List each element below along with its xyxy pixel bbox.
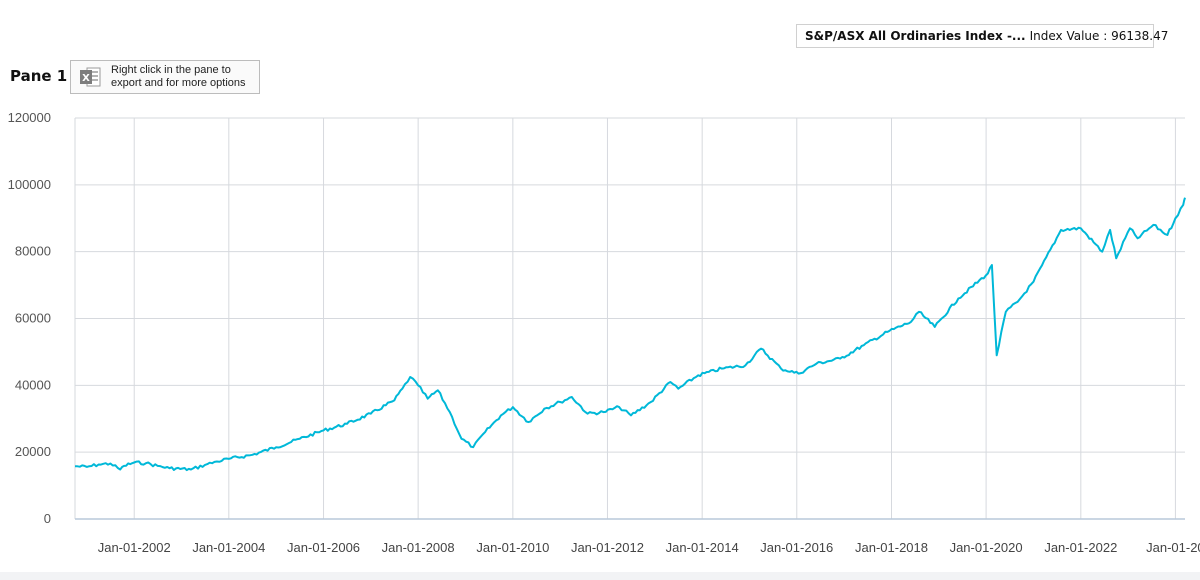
legend-series-name: S&P/ASX All Ordinaries Index -... [805,29,1026,43]
y-tick-label: 40000 [15,377,51,392]
export-hint-text: Right click in the pane to export and fo… [111,64,246,90]
export-hint-button[interactable]: X Right click in the pane to export and … [70,60,260,94]
export-hint-line-2: export and for more options [111,77,246,89]
x-tick-label: Jan-01-2016 [760,540,833,555]
footer-bar [0,572,1200,580]
x-tick-label: Jan-01-2008 [382,540,455,555]
y-tick-label: 80000 [15,244,51,259]
axis-layer: 0 20000 40000 60000 80000 100000 120000 Jan-01-… [8,110,1200,555]
x-tick-label: Jan-01-2002 [98,540,171,555]
grid-layer [75,117,1185,520]
y-tick-label: 120000 [8,110,51,125]
pane-title: Pane 1 [10,67,68,85]
series-line-all-ordinaries[interactable] [74,197,1186,472]
x-tick-label: Jan-01-20 [1146,540,1200,555]
x-tick-label: Jan-01-2022 [1044,540,1117,555]
series-layer [74,197,1186,472]
legend-index-value: Index Value : 96138.47 [1029,29,1169,43]
x-tick-label: Jan-01-2018 [855,540,928,555]
x-tick-label: Jan-01-2020 [950,540,1023,555]
excel-icon: X [79,66,101,88]
y-tick-label: 60000 [15,311,51,326]
y-tick-label: 20000 [15,444,51,459]
y-tick-label: 100000 [8,177,51,192]
x-tick-label: Jan-01-2006 [287,540,360,555]
x-tick-label: Jan-01-2014 [666,540,739,555]
svg-text:X: X [82,73,90,84]
chart-legend: S&P/ASX All Ordinaries Index -... Index … [796,24,1168,48]
x-tick-label: Jan-01-2004 [192,540,265,555]
y-tick-label: 0 [44,511,51,526]
export-hint-line-1: Right click in the pane to [111,64,231,76]
x-tick-label: Jan-01-2010 [476,540,549,555]
x-tick-label: Jan-01-2012 [571,540,644,555]
